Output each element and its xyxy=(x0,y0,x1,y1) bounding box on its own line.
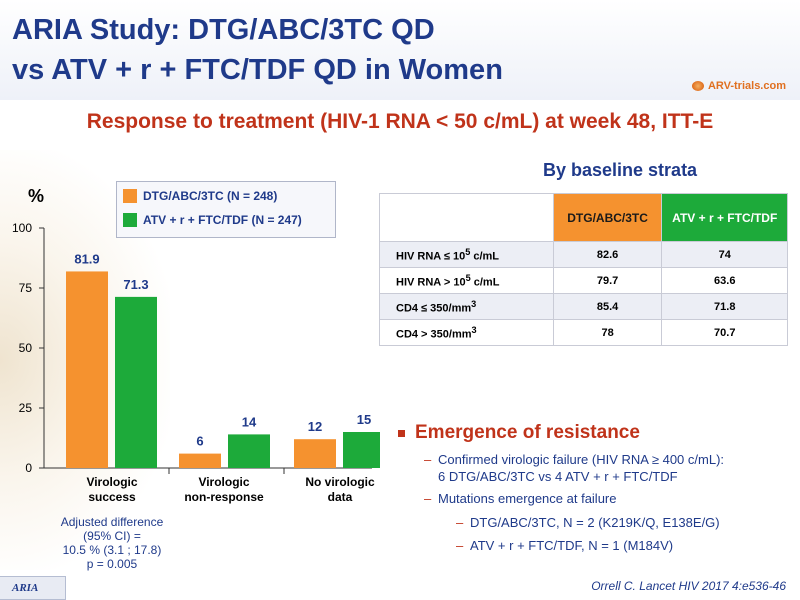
y-tick-label: 0 xyxy=(25,461,32,475)
bar-atv xyxy=(343,432,380,468)
adjusted-line-4: p = 0.005 xyxy=(86,557,138,571)
strata-value-dtg: 78 xyxy=(552,319,663,346)
strata-row-label: HIV RNA ≤ 105 c/mL xyxy=(379,241,554,268)
adjusted-line-3: 10.5 % (3.1 ; 17.8) xyxy=(62,543,162,557)
footer-study-tag: ARIA xyxy=(0,576,66,600)
title-line-1: ARIA Study: DTG/ABC/3TC QD xyxy=(12,14,435,46)
x-category-label: Virologic success xyxy=(86,475,138,504)
resistance-heading: Emergence of resistance xyxy=(398,422,640,444)
strata-table: DTG/ABC/3TC ATV + r + FTC/TDF HIV RNA ≤ … xyxy=(379,193,788,346)
title-line-2: vs ATV + r + FTC/TDF QD in Women xyxy=(12,54,503,86)
strata-value-atv: 63.6 xyxy=(661,267,788,294)
strata-row-label: CD4 > 350/mm3 xyxy=(379,319,554,346)
table-row: CD4 ≤ 350/mm3 85.4 71.8 xyxy=(379,293,788,320)
bar-dtg xyxy=(179,453,221,468)
adjusted-line-1: Adjusted difference xyxy=(60,515,164,529)
title-bar xyxy=(0,0,800,100)
y-tick-label: 75 xyxy=(19,281,33,295)
slide-subtitle: Response to treatment (HIV-1 RNA < 50 c/… xyxy=(86,110,714,133)
bar-value-label: 12 xyxy=(308,419,322,434)
table-row: CD4 > 350/mm3 78 70.7 xyxy=(379,319,788,346)
arv-trials-logo: ARV-trials.com xyxy=(691,80,786,92)
strata-value-dtg: 85.4 xyxy=(552,293,663,320)
table-row: HIV RNA ≤ 105 c/mL 82.6 74 xyxy=(379,241,788,268)
dash-bullet-icon: – xyxy=(424,491,432,506)
legend-swatch-atv xyxy=(123,213,137,227)
bar-dtg xyxy=(294,439,336,468)
chart-legend: DTG/ABC/3TC (N = 248) ATV + r + FTC/TDF … xyxy=(116,181,336,238)
y-tick-label: 50 xyxy=(19,341,33,355)
resistance-sub-1-text: DTG/ABC/3TC, N = 2 (K219K/Q, E138E/G) xyxy=(470,515,720,530)
strata-row-label: CD4 ≤ 350/mm3 xyxy=(379,293,554,320)
strata-value-dtg: 79.7 xyxy=(552,267,663,294)
adjusted-difference: Adjusted difference (95% CI) = 10.5 % (3… xyxy=(30,515,194,571)
resistance-sub-atv: – ATV + r + FTC/TDF, N = 1 (M184V) xyxy=(456,537,673,554)
x-category-label: No virologic data xyxy=(305,475,375,504)
resistance-sub-dtg: – DTG/ABC/3TC, N = 2 (K219K/Q, E138E/G) xyxy=(456,514,720,531)
strata-value-atv: 71.8 xyxy=(661,293,788,320)
strata-title: By baseline strata xyxy=(543,160,698,180)
page-title: ARIA Study: DTG/ABC/3TC QD vs ATV + r + … xyxy=(12,10,503,90)
strata-value-atv: 70.7 xyxy=(661,319,788,346)
y-axis-unit: % xyxy=(28,186,45,206)
strata-value-dtg: 82.6 xyxy=(552,241,663,268)
bar-atv xyxy=(115,296,157,468)
legend-label-dtg: DTG/ABC/3TC (N = 248) xyxy=(143,189,278,203)
bar-dtg xyxy=(66,271,108,468)
strata-row-label: HIV RNA > 105 c/mL xyxy=(379,267,554,294)
strata-header-row: DTG/ABC/3TC ATV + r + FTC/TDF xyxy=(379,193,788,242)
adjusted-line-2: (95% CI) = xyxy=(83,529,141,543)
logo-text: ARV-trials.com xyxy=(707,80,786,92)
strata-header-empty xyxy=(379,193,554,242)
bar-value-label: 81.9 xyxy=(74,251,99,266)
resistance-item-1-line-1: Confirmed virologic failure (HIV RNA ≥ 4… xyxy=(438,452,725,467)
square-bullet-icon xyxy=(398,429,405,437)
resistance-item-1-line-2: 6 DTG/ABC/3TC vs 4 ATV + r + FTC/TDF xyxy=(438,469,678,484)
legend-item-dtg: DTG/ABC/3TC (N = 248) xyxy=(123,189,277,203)
resistance-item-cvf: – Confirmed virologic failure (HIV RNA ≥ … xyxy=(424,451,724,485)
y-tick-label: 25 xyxy=(19,401,33,415)
bar-value-label: 14 xyxy=(242,414,257,429)
reference-citation: Orrell C. Lancet HIV 2017 4:e536-46 xyxy=(591,579,786,593)
resistance-item-2-text: Mutations emergence at failure xyxy=(438,491,617,506)
legend-label-atv: ATV + r + FTC/TDF (N = 247) xyxy=(143,213,302,227)
legend-item-atv: ATV + r + FTC/TDF (N = 247) xyxy=(123,213,302,227)
x-category-label: Virologic non-response xyxy=(184,475,264,504)
table-row: HIV RNA > 105 c/mL 79.7 63.6 xyxy=(379,267,788,294)
resistance-heading-text: Emergence of resistance xyxy=(415,422,640,443)
bar-atv xyxy=(228,434,270,468)
resistance-item-mutations: – Mutations emergence at failure xyxy=(424,490,616,507)
resistance-sub-2-text: ATV + r + FTC/TDF, N = 1 (M184V) xyxy=(470,538,674,553)
strata-value-atv: 74 xyxy=(661,241,788,268)
response-bar-chart: 0 25 50 75 100 81.9 71.3 6 14 12 15 xyxy=(12,221,380,475)
bar-value-label: 71.3 xyxy=(123,277,148,292)
dash-bullet-icon: – xyxy=(424,452,432,467)
dash-bullet-icon: – xyxy=(456,515,464,530)
logo-icon xyxy=(691,81,704,91)
y-tick-label: 100 xyxy=(12,221,32,235)
bar-value-label: 15 xyxy=(357,412,371,427)
strata-header-atv: ATV + r + FTC/TDF xyxy=(661,193,788,242)
legend-swatch-dtg xyxy=(123,189,137,203)
bar-value-label: 6 xyxy=(196,434,203,449)
strata-header-dtg: DTG/ABC/3TC xyxy=(552,193,663,242)
dash-bullet-icon: – xyxy=(456,538,464,553)
